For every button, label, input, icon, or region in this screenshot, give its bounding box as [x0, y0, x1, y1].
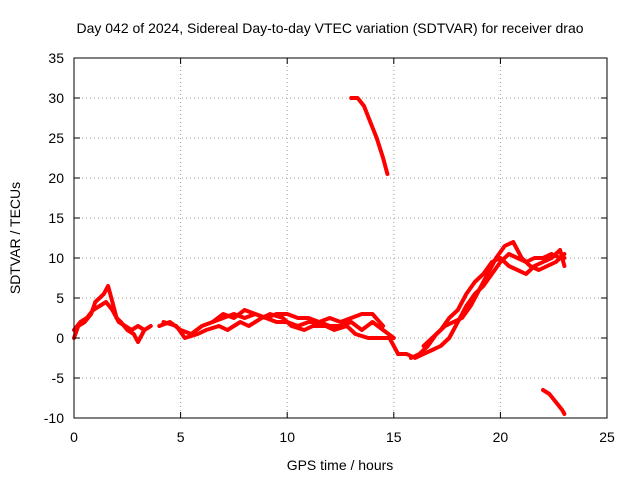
ticks: 0 5 10 15 20 25 -10 -5 0 5 10 15 20 25 30 35: [44, 50, 615, 445]
x-tick-label: 10: [279, 429, 295, 445]
y-tick-label: 25: [48, 130, 64, 146]
y-tick-label: 35: [48, 50, 64, 66]
plot-frame: [73, 57, 608, 419]
series-line-trace-9: [349, 96, 390, 176]
y-tick-label: 0: [56, 330, 64, 346]
x-tick-label: 0: [70, 429, 78, 445]
chart-title: Day 042 of 2024, Sidereal Day-to-day VTE…: [76, 20, 583, 36]
y-tick-label: 5: [56, 290, 64, 306]
series-group: [72, 96, 567, 416]
y-tick-label: -5: [52, 370, 65, 386]
x-tick-label: 25: [599, 429, 615, 445]
y-tick-label: 30: [48, 90, 64, 106]
y-tick-label: 20: [48, 170, 64, 186]
y-tick-label: 15: [48, 210, 64, 226]
series-line-trace-5: [210, 308, 386, 328]
series-line-trace-4: [161, 312, 401, 356]
series-line-trace-3: [157, 312, 396, 340]
x-tick-label: 20: [493, 429, 509, 445]
y-tick-label: -10: [44, 410, 64, 426]
x-axis-label: GPS time / hours: [287, 457, 394, 473]
x-tick-label: 15: [386, 429, 402, 445]
series-line-trace-2: [72, 300, 147, 332]
series-line-trace-8: [421, 248, 567, 348]
grid: [74, 58, 607, 418]
y-tick-label: 10: [48, 250, 64, 266]
x-tick-label: 5: [177, 429, 185, 445]
y-axis-label: SDTVAR / TECUs: [7, 182, 23, 294]
series-line-trace-10: [541, 388, 567, 416]
